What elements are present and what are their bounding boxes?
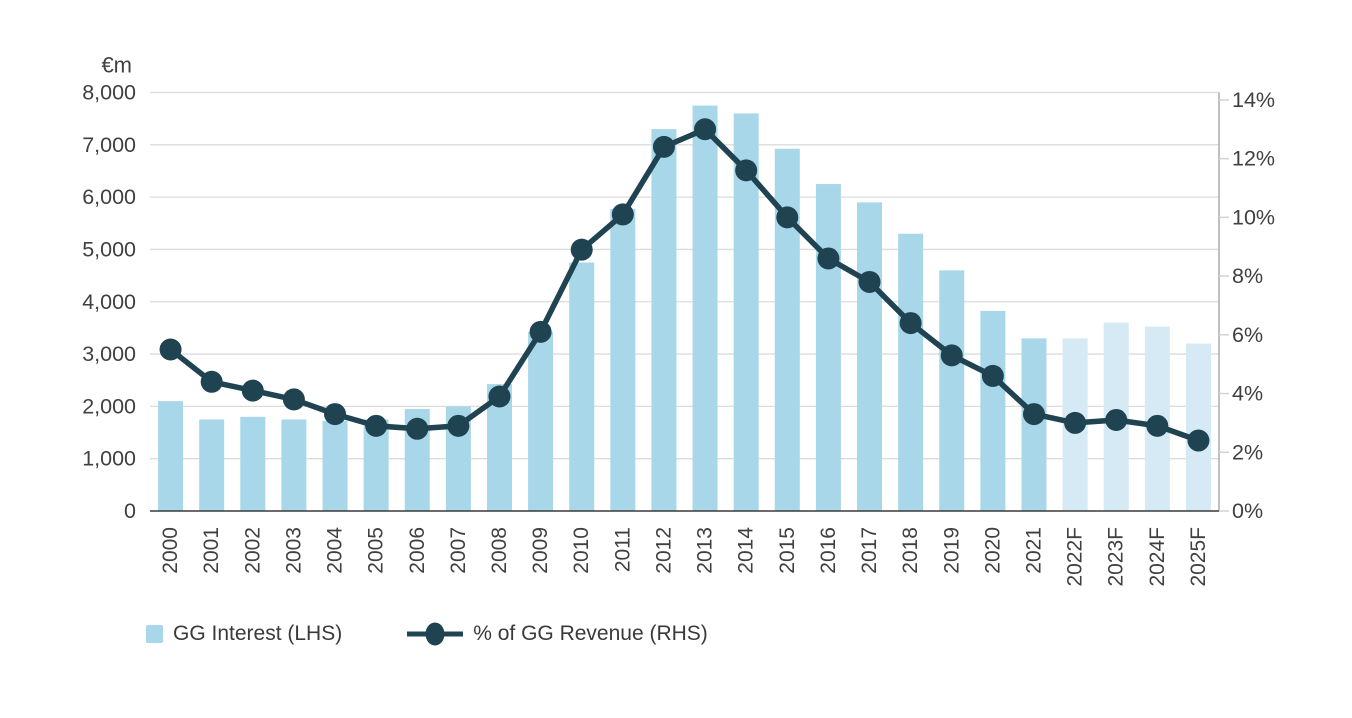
x-label-2002: 2002 (241, 527, 264, 574)
chart-legend: GG Interest (LHS) % of GG Revenue (RHS) (146, 617, 708, 651)
bar-2003 (281, 419, 307, 511)
bar-2017 (857, 202, 883, 511)
bar-2020 (980, 310, 1006, 511)
x-label-2016: 2016 (817, 527, 840, 574)
left-axis-label-1,000: 1,000 (82, 447, 136, 471)
x-label-2007: 2007 (447, 527, 470, 574)
bar-2002 (240, 416, 266, 511)
x-label-2021: 2021 (1022, 527, 1045, 574)
bar-2025F (1185, 343, 1211, 511)
left-axis-label-3,000: 3,000 (82, 342, 136, 366)
x-label-2025F: 2025F (1187, 527, 1210, 587)
right-axis-label-10%: 10% (1232, 205, 1275, 229)
x-label-2019: 2019 (940, 527, 963, 574)
x-label-2011: 2011 (611, 527, 634, 572)
bar-2015 (774, 148, 800, 511)
x-label-2000: 2000 (159, 527, 182, 574)
line-point-2025F (1187, 429, 1210, 452)
x-label-2022F: 2022F (1064, 527, 1087, 587)
line-point-2011 (611, 203, 634, 226)
line-point-2010 (570, 238, 593, 261)
x-label-2003: 2003 (282, 527, 305, 574)
line-point-2005 (365, 414, 388, 437)
left-axis-label-0: 0 (124, 499, 136, 523)
line-point-2019 (940, 344, 963, 367)
right-axis-label-8%: 8% (1232, 264, 1263, 288)
line-point-2007 (447, 414, 470, 437)
line-point-2022F (1064, 411, 1087, 434)
line-point-2023F (1105, 408, 1128, 431)
bar-2016 (815, 184, 841, 511)
x-label-2012: 2012 (652, 527, 675, 574)
bar-2019 (939, 270, 965, 511)
left-axis-label-5,000: 5,000 (82, 237, 136, 261)
line-point-2001 (200, 370, 223, 393)
bar-2013 (692, 105, 718, 511)
line-point-2021 (1022, 403, 1045, 426)
x-label-2004: 2004 (324, 527, 347, 574)
left-axis-label-6,000: 6,000 (82, 185, 136, 209)
bar-2010 (569, 262, 595, 511)
x-label-2014: 2014 (735, 527, 758, 574)
bar-swatch-icon (146, 625, 163, 643)
line-point-2012 (652, 135, 675, 158)
x-label-2018: 2018 (899, 527, 922, 574)
line-point-2013 (694, 118, 717, 141)
bar-2018 (898, 233, 924, 511)
bar-2009 (528, 331, 554, 511)
line-point-2014 (735, 159, 758, 182)
line-dot-swatch-icon (407, 622, 464, 646)
line-point-2003 (282, 388, 305, 411)
bar-2011 (610, 208, 636, 511)
bar-2012 (651, 129, 677, 511)
line-point-2008 (488, 385, 511, 408)
right-axis-label-4%: 4% (1232, 382, 1263, 406)
line-point-2000 (159, 338, 182, 361)
bar-2000 (158, 401, 184, 511)
right-axis-label-14%: 14% (1232, 88, 1275, 112)
line-point-2006 (406, 417, 429, 440)
x-label-2009: 2009 (529, 527, 552, 574)
combo-chart: €m 0 1,000 2,000 3,000 4,000 5,000 6,000 7,000 8,… (82, 53, 1275, 587)
left-axis-label-8,000: 8,000 (82, 81, 136, 105)
x-label-2024F: 2024F (1146, 527, 1169, 587)
right-axis-label-12%: 12% (1232, 147, 1275, 171)
right-axis-label-2%: 2% (1232, 440, 1263, 464)
line-point-2004 (324, 403, 347, 426)
line-point-2017 (858, 270, 881, 293)
legend-label-pct-revenue: % of GG Revenue (RHS) (473, 622, 708, 645)
legend-item-gg-interest: GG Interest (LHS) (146, 622, 342, 646)
legend-item-pct-revenue: % of GG Revenue (RHS) (406, 618, 708, 650)
x-label-2020: 2020 (981, 527, 1004, 574)
x-label-2017: 2017 (858, 527, 881, 574)
bar-2004 (322, 420, 348, 511)
right-axis-label-6%: 6% (1232, 323, 1263, 347)
x-label-2010: 2010 (570, 527, 593, 574)
line-point-2024F (1146, 414, 1169, 437)
legend-label-gg-interest: GG Interest (LHS) (173, 622, 343, 645)
x-label-2023F: 2023F (1105, 527, 1128, 587)
x-label-2008: 2008 (488, 527, 511, 574)
line-point-2016 (817, 247, 840, 270)
x-label-2001: 2001 (200, 527, 223, 574)
x-label-2013: 2013 (694, 527, 717, 574)
bar-2001 (199, 419, 225, 511)
left-axis-title: €m (101, 53, 132, 78)
line-point-2002 (241, 379, 264, 402)
x-label-2005: 2005 (365, 527, 388, 574)
left-axis-label-7,000: 7,000 (82, 133, 136, 157)
line-point-2020 (981, 364, 1004, 387)
left-axis-label-4,000: 4,000 (82, 290, 136, 314)
x-label-2006: 2006 (406, 527, 429, 574)
line-point-2015 (776, 206, 799, 229)
right-axis-label-0%: 0% (1232, 499, 1263, 523)
line-point-2018 (899, 312, 922, 335)
left-axis-label-2,000: 2,000 (82, 394, 136, 418)
x-label-2015: 2015 (776, 527, 799, 574)
line-point-2009 (529, 320, 552, 343)
